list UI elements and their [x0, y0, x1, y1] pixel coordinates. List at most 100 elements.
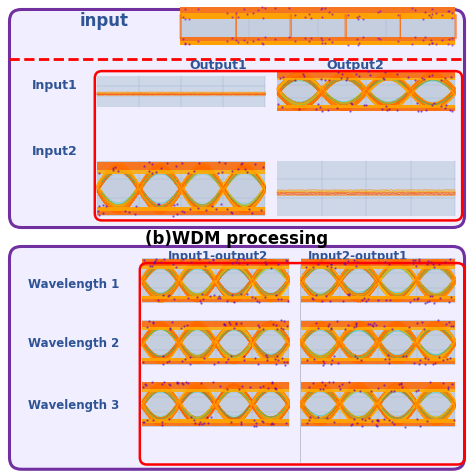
- Point: [158, 299, 164, 305]
- Point: [154, 418, 159, 424]
- Line: 400 pts: 400 pts: [301, 261, 339, 279]
- Point: [144, 346, 149, 352]
- Point: [178, 36, 183, 41]
- Point: [375, 338, 381, 344]
- Point: [195, 319, 201, 325]
- Point: [349, 323, 355, 328]
- Line: 100 pts: 100 pts: [182, 409, 212, 419]
- Point: [225, 262, 231, 268]
- Point: [262, 264, 267, 270]
- Line: 400 pts: 400 pts: [378, 277, 417, 295]
- Point: [403, 353, 409, 359]
- Point: [364, 320, 371, 328]
- Point: [236, 388, 241, 394]
- Point: [231, 388, 237, 393]
- Point: [351, 103, 357, 109]
- Point: [276, 290, 282, 295]
- Point: [158, 164, 164, 170]
- Point: [361, 322, 367, 328]
- Point: [398, 414, 403, 419]
- Point: [163, 415, 168, 420]
- Point: [438, 385, 444, 391]
- Point: [201, 207, 207, 212]
- Point: [414, 340, 419, 346]
- Point: [161, 263, 166, 268]
- Point: [322, 326, 328, 332]
- Point: [289, 105, 295, 111]
- Point: [235, 206, 240, 212]
- Line: 400 pts: 400 pts: [301, 402, 340, 420]
- Point: [154, 357, 159, 363]
- Point: [191, 327, 196, 332]
- Point: [220, 186, 226, 191]
- Point: [220, 184, 226, 190]
- Point: [289, 100, 295, 106]
- Point: [356, 263, 362, 269]
- Line: 100 pts: 100 pts: [182, 392, 212, 401]
- Point: [431, 78, 437, 83]
- Point: [442, 418, 447, 424]
- Point: [250, 399, 255, 405]
- Point: [379, 346, 385, 351]
- Point: [158, 417, 164, 423]
- Point: [108, 200, 114, 206]
- Point: [199, 210, 205, 215]
- Point: [301, 78, 306, 83]
- Point: [345, 101, 351, 107]
- Point: [178, 184, 184, 190]
- Point: [292, 71, 298, 77]
- Point: [154, 382, 160, 387]
- Point: [166, 262, 172, 268]
- Point: [231, 328, 237, 334]
- Point: [385, 359, 392, 367]
- Point: [442, 264, 447, 270]
- Point: [400, 387, 405, 393]
- Point: [276, 413, 282, 419]
- Point: [326, 418, 332, 423]
- Point: [426, 322, 432, 328]
- Point: [280, 82, 286, 88]
- Line: 400 pts: 400 pts: [142, 278, 179, 297]
- Point: [327, 288, 332, 293]
- Point: [151, 385, 157, 391]
- Point: [394, 321, 400, 327]
- Point: [249, 278, 255, 284]
- Point: [292, 104, 298, 110]
- Point: [452, 344, 458, 349]
- Point: [276, 263, 282, 269]
- Point: [413, 400, 419, 406]
- Point: [318, 355, 323, 361]
- Point: [167, 202, 173, 208]
- Line: 400 pts: 400 pts: [142, 401, 179, 419]
- Point: [403, 327, 409, 333]
- Point: [167, 170, 173, 176]
- Point: [180, 398, 185, 403]
- Point: [365, 350, 370, 356]
- Point: [208, 337, 214, 342]
- Line: 400 pts: 400 pts: [216, 265, 253, 284]
- Line: 400 pts: 400 pts: [142, 324, 179, 342]
- Point: [408, 90, 414, 96]
- Point: [442, 354, 447, 359]
- Point: [137, 189, 142, 194]
- Point: [414, 402, 419, 408]
- Point: [310, 412, 316, 418]
- Point: [340, 337, 346, 343]
- Point: [273, 295, 279, 301]
- Point: [326, 289, 332, 294]
- Point: [192, 203, 198, 209]
- Point: [249, 277, 255, 283]
- Point: [180, 398, 186, 403]
- Point: [413, 275, 419, 281]
- Point: [187, 348, 192, 354]
- Point: [341, 330, 347, 336]
- Line: 400 pts: 400 pts: [366, 77, 410, 93]
- Point: [351, 101, 357, 107]
- Point: [188, 388, 194, 394]
- Point: [430, 102, 436, 108]
- Point: [388, 357, 393, 363]
- Point: [154, 259, 159, 264]
- Point: [185, 410, 191, 416]
- Point: [375, 402, 381, 408]
- Point: [375, 338, 381, 344]
